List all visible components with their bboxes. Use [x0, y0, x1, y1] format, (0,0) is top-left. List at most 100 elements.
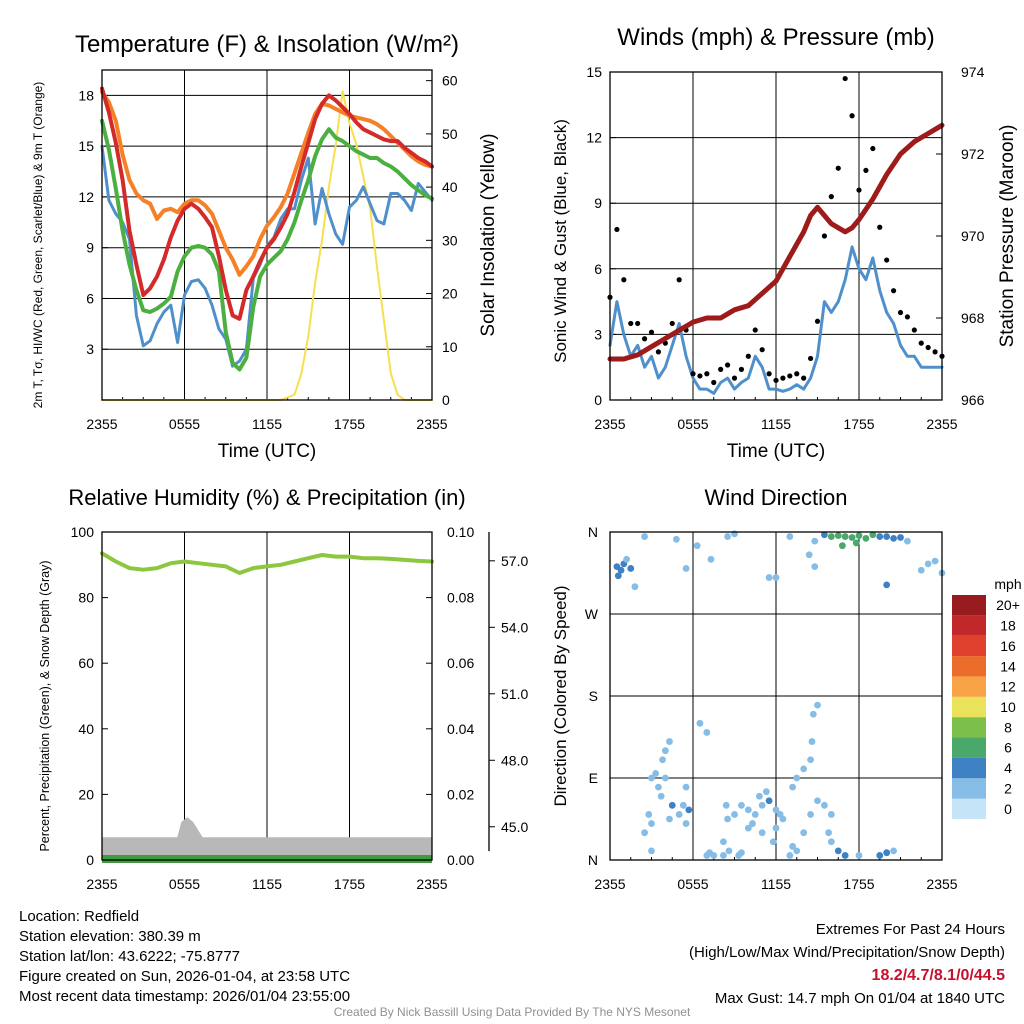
wdir-point — [789, 783, 796, 791]
colorbar-label: 0 — [1004, 801, 1012, 817]
wdir-point — [661, 774, 669, 782]
colorbar-label: 14 — [1000, 658, 1016, 674]
wdir-point — [839, 542, 846, 550]
wind-gust-point — [738, 366, 745, 372]
rh-xtick-label: 0555 — [169, 876, 200, 892]
wind-gust-point — [635, 320, 641, 327]
wdir-point — [765, 574, 773, 581]
wdir-point — [685, 806, 693, 814]
wdir-point — [807, 811, 814, 818]
wind-series-pressure — [607, 122, 945, 362]
wdir-point — [661, 747, 669, 755]
wind-gust-point — [766, 371, 772, 377]
colorbar-swatch — [952, 778, 986, 799]
wdir-point — [762, 788, 770, 796]
wdir-xtick-label: 2355 — [594, 876, 625, 892]
colorbar-label: 4 — [1004, 760, 1012, 776]
rh-title: Relative Humidity (%) & Precipitation (i… — [68, 485, 465, 510]
wdir-point — [827, 838, 835, 846]
wind-gust-point — [621, 277, 627, 283]
wind-gust-point — [759, 347, 765, 353]
wind-gust-point — [835, 165, 841, 171]
wind-y2tick-label: 970 — [961, 228, 985, 244]
wdir-point — [673, 535, 680, 543]
wdir-point — [659, 756, 666, 764]
wdir-point — [738, 801, 745, 809]
wind-gust-point — [877, 224, 883, 230]
wdir-point — [666, 815, 673, 823]
wdir-point — [841, 533, 849, 540]
rh-ytick-label: 20 — [78, 786, 94, 802]
temp-y2label: Solar Insolation (Yellow) — [478, 133, 499, 336]
wdir-ytick-label: W — [585, 606, 599, 622]
wind-gust-point — [690, 371, 696, 377]
wind-gust-point — [794, 371, 800, 377]
temp-frame — [101, 69, 433, 401]
wdir-xtick-label: 1755 — [843, 876, 874, 892]
temp-xtick-label: 2355 — [86, 416, 117, 432]
wind-series-sonic — [608, 245, 944, 395]
wind-gust-point — [641, 336, 648, 342]
wdir-point — [841, 852, 849, 859]
wdir-point — [883, 581, 891, 589]
wdir-point — [744, 806, 752, 814]
wdir-point — [769, 838, 777, 846]
wdir-point — [645, 811, 653, 818]
wind-xtick-label: 0555 — [677, 416, 708, 432]
extremes-values: 18.2/4.7/8.1/0/44.5 — [871, 967, 1005, 984]
wdir-ylabel: Direction (Colored By Speed) — [551, 585, 570, 806]
wdir-point — [869, 531, 877, 539]
wind-gust-point — [890, 288, 897, 294]
wdir-point — [800, 829, 808, 837]
wdir-point — [722, 801, 730, 809]
temp-ytick-label: 3 — [86, 341, 94, 357]
wdir-point — [731, 811, 738, 818]
wdir-point — [756, 792, 763, 800]
wdir-point — [655, 783, 662, 791]
wind-gust-point — [863, 167, 869, 173]
wdir-point — [779, 815, 787, 823]
wind-gust-point — [870, 145, 876, 152]
temp-ylabel: 2m T, Tσ, HI/WC (Red, Green, Scarlet/Blu… — [31, 82, 45, 409]
temp-y2tick-label: 60 — [442, 73, 458, 89]
wdir-point — [876, 852, 884, 859]
wdir-point — [648, 820, 655, 827]
wind-gust-point — [697, 373, 703, 379]
wdir-point — [883, 533, 891, 540]
colorbar-swatch — [952, 737, 986, 758]
temp-y2tick-label: 50 — [442, 126, 458, 142]
rh-y3tick-label: 54.0 — [501, 619, 528, 635]
wind-gust-point — [897, 309, 904, 316]
colorbar-label: 10 — [1000, 699, 1016, 715]
rh-xtick-label: 1155 — [252, 876, 282, 892]
temp-series-green — [100, 118, 434, 372]
colorbar-swatch — [952, 696, 986, 718]
wdir-point — [682, 783, 690, 791]
temp-y2tick-label: 10 — [442, 339, 458, 355]
wind-y2label: Station Pressure (Maroon) — [997, 125, 1018, 348]
temp-xtick-label: 1155 — [252, 416, 282, 432]
wdir-point — [735, 852, 743, 859]
wind-gust-point — [614, 226, 620, 233]
rh-y3tick-label: 51.0 — [501, 686, 528, 702]
wind-gust-point — [780, 375, 786, 381]
rh-ytick-label: 40 — [78, 721, 94, 737]
wdir-xtick-label: 1155 — [761, 876, 791, 892]
wdir-point — [852, 539, 860, 547]
wdir-point — [652, 770, 660, 777]
wind-gust-point — [752, 327, 758, 333]
temp-y2tick-label: 0 — [442, 392, 450, 408]
wind-ytick-label: 3 — [594, 326, 602, 342]
wdir-point — [931, 557, 939, 565]
wdir-frame — [609, 531, 943, 861]
wind-gust-point — [724, 362, 731, 368]
rh-xtick-label: 2355 — [86, 876, 117, 892]
wind-gust-point — [655, 349, 662, 355]
most-recent-timestamp: Most recent data timestamp: 2026/01/04 2… — [19, 988, 351, 1005]
wind-gust-point — [849, 113, 855, 119]
rh-ytick-label: 80 — [78, 590, 94, 606]
wind-xlabel: Time (UTC) — [727, 441, 826, 462]
wdir-point — [720, 838, 727, 846]
wdir-point — [707, 555, 715, 563]
wdir-point — [758, 801, 766, 809]
